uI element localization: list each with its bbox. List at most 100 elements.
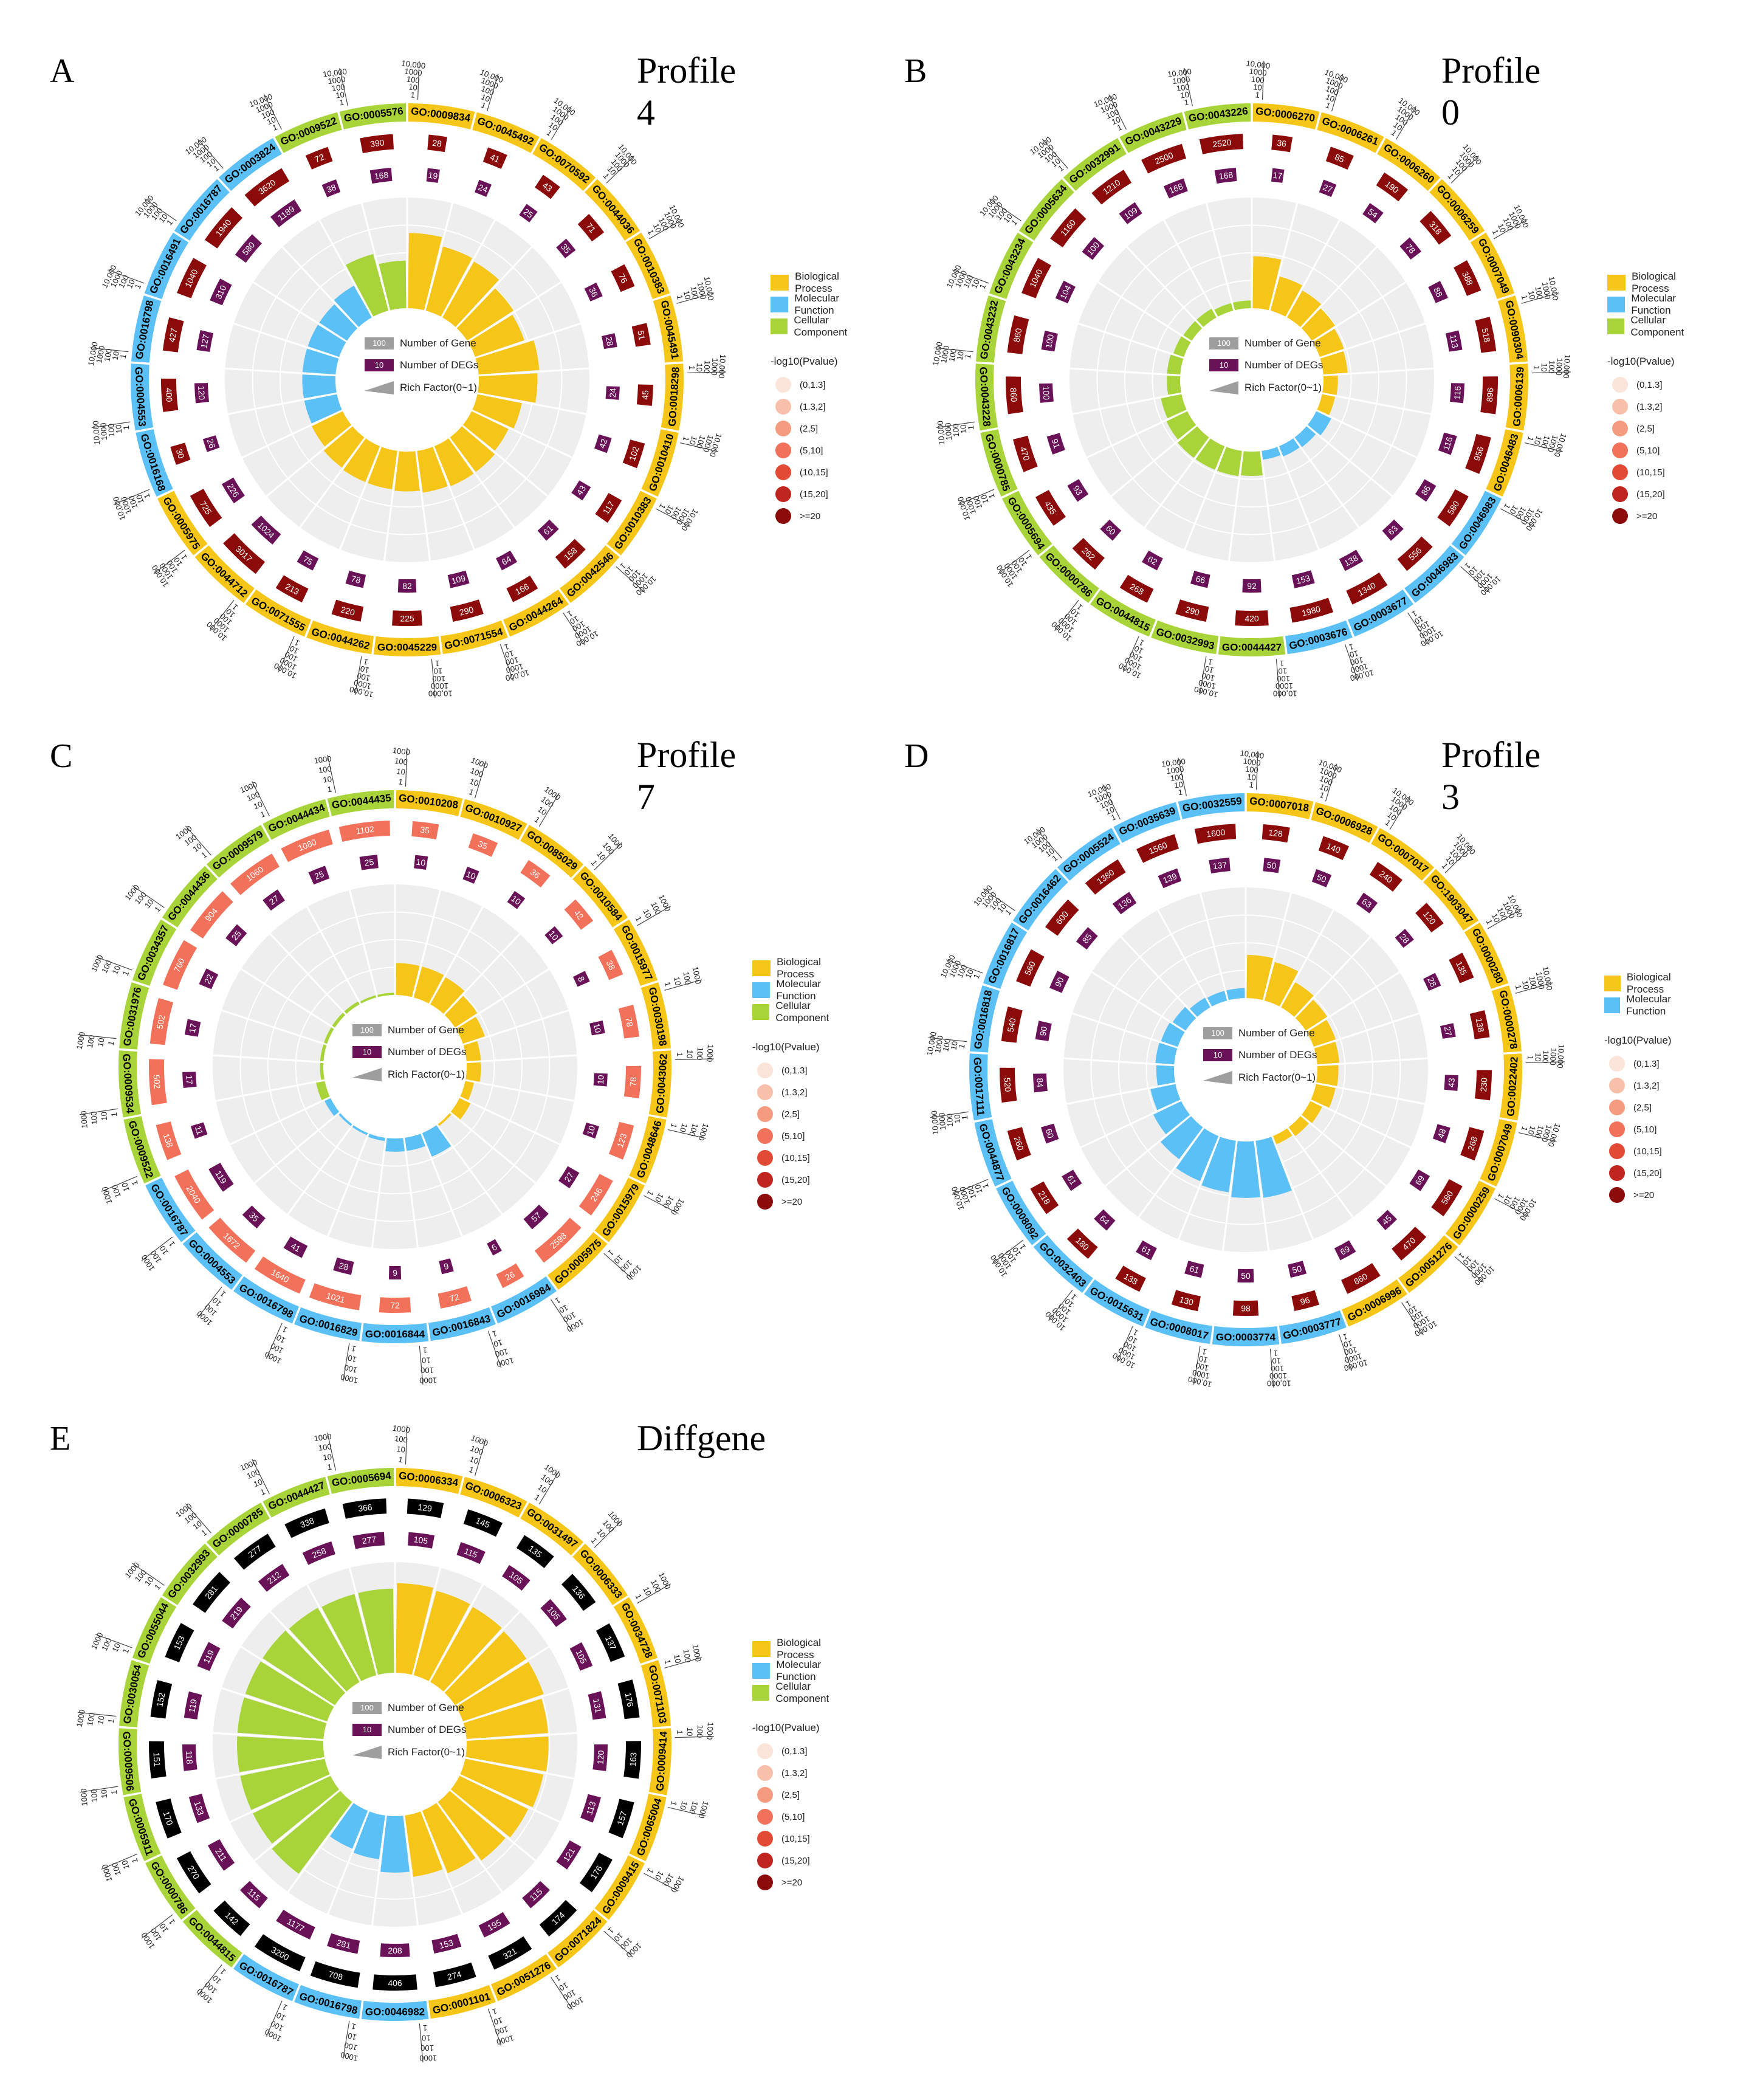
gene-count-bar xyxy=(427,134,447,153)
rich-factor-bar xyxy=(1167,375,1181,395)
tick-label: 10,000 xyxy=(930,1110,940,1135)
deg-count-bar xyxy=(1067,479,1089,502)
gene-count-label: 520 xyxy=(1003,1077,1013,1092)
legend-label: Biological Process xyxy=(777,1637,821,1661)
tick-label: 1 xyxy=(129,1179,140,1186)
tick-label: 1 xyxy=(122,425,131,430)
tick-axis xyxy=(1035,828,1062,859)
grid-spoke xyxy=(1063,1057,1175,1067)
tick-label: 10,000 xyxy=(936,421,946,446)
deg-count-label: 38 xyxy=(325,182,338,195)
deg-count-label: 75 xyxy=(301,554,315,567)
tick-label: 1000 xyxy=(94,345,106,363)
gene-count-bar xyxy=(1136,834,1179,863)
rich-factor-bar xyxy=(463,1041,481,1062)
rich-legend-label: Rich Factor(0~1) xyxy=(400,382,477,393)
grid-spoke xyxy=(1313,1012,1420,1048)
tick-label: 100 xyxy=(89,1789,99,1803)
deg-count-label: 90 xyxy=(1053,976,1066,988)
tick-label: 100 xyxy=(1105,107,1121,120)
go-term-label: GO:0046982 xyxy=(365,2006,425,2018)
gene-legend-swatch xyxy=(365,337,394,349)
go-category-band xyxy=(460,799,527,840)
rich-factor-bar xyxy=(430,977,465,1014)
gene-count-bar xyxy=(177,258,207,298)
go-category-band xyxy=(131,363,154,431)
pvalue-dot xyxy=(775,442,791,458)
tick-axis xyxy=(79,1786,118,1793)
rich-factor-bar xyxy=(345,253,389,317)
panel-letter: A xyxy=(50,52,75,90)
legend-category-mf: Molecular Function xyxy=(752,978,837,1002)
tick-label: 1 xyxy=(675,1052,684,1057)
tick-label: 10 xyxy=(678,1122,690,1133)
gene-count-label: 72 xyxy=(313,152,326,165)
tick-axis xyxy=(417,61,420,100)
deg-count-bar xyxy=(589,1021,605,1036)
tick-label: 1 xyxy=(281,1324,289,1335)
tick-axis xyxy=(91,421,131,429)
pvalue-legend-row: (1.3,2] xyxy=(752,1081,837,1103)
tick-label: 10 xyxy=(1110,115,1122,126)
deg-count-bar xyxy=(283,1236,308,1258)
gene-count-label: 260 xyxy=(1012,1135,1026,1152)
tick-axis xyxy=(992,1239,1024,1264)
tick-label: 1 xyxy=(554,1974,562,1984)
tick-label: 1 xyxy=(218,1289,228,1299)
pvalue-legend-row: (10,15] xyxy=(1607,461,1692,483)
tick-label: 1 xyxy=(687,365,696,370)
tick-axis xyxy=(664,979,702,991)
tick-axis xyxy=(1521,292,1559,304)
tick-label: 1 xyxy=(109,1790,118,1795)
rich-legend-swatch xyxy=(1203,1071,1232,1084)
tick-label: 10 xyxy=(347,1353,358,1364)
gene-count-bar xyxy=(1007,315,1029,354)
panel-letter: C xyxy=(50,737,73,775)
pvalue-legend-row: (1.3,2] xyxy=(752,1762,837,1784)
rich-factor-bar xyxy=(408,233,442,311)
gene-count-bar xyxy=(156,1121,182,1160)
deg-count-bar xyxy=(208,1162,234,1192)
pvalue-legend-row: (15,20] xyxy=(752,1850,837,1871)
tick-axis xyxy=(1122,636,1139,672)
go-category-band xyxy=(1491,985,1522,1053)
circular-chart: GO:00063341101001000129105GO:00063231101… xyxy=(75,1424,715,2064)
deg-count-label: 109 xyxy=(450,573,467,586)
tick-label: 1 xyxy=(589,858,599,867)
deg-count-bar xyxy=(544,926,563,945)
tick-label: 10 xyxy=(323,1452,332,1462)
legend-swatch xyxy=(771,297,789,312)
tick-label: 10 xyxy=(672,1654,682,1664)
tick-axis xyxy=(1255,751,1258,790)
tick-label: 1000 xyxy=(79,1110,89,1129)
rich-factor-bar xyxy=(272,1791,352,1874)
tick-axis xyxy=(500,644,514,681)
rich-factor-bar xyxy=(1189,997,1210,1017)
rich-factor-bar xyxy=(385,1138,405,1152)
pvalue-dot xyxy=(775,464,791,480)
go-category-band xyxy=(123,1794,161,1862)
deg-legend-label: Number of DEGs xyxy=(1244,359,1323,371)
grid-spoke xyxy=(455,968,550,1030)
gene-count-bar xyxy=(190,891,233,939)
tick-axis xyxy=(644,1873,679,1892)
deg-count-label: 127 xyxy=(199,333,211,349)
deg-count-label: 28 xyxy=(604,336,616,347)
tick-label: 1000 xyxy=(392,746,411,757)
pvalue-legend-row: >=20 xyxy=(752,1871,837,1893)
go-category-band xyxy=(532,138,596,191)
tick-label: 10 xyxy=(157,1922,170,1934)
rich-factor-bar xyxy=(396,963,420,997)
tick-label: 10 xyxy=(335,90,345,100)
deg-count-bar xyxy=(276,1909,315,1940)
grid-spoke xyxy=(415,450,431,561)
gene-count-bar xyxy=(506,575,538,602)
tick-label: 10,000 xyxy=(931,341,944,367)
tick-axis xyxy=(405,1425,408,1465)
grid-spoke xyxy=(1184,446,1226,550)
tick-axis xyxy=(1494,219,1528,239)
go-category-band xyxy=(641,429,679,497)
rich-factor-bar xyxy=(307,325,346,357)
tick-axis xyxy=(1525,442,1563,452)
rich-factor-bar xyxy=(1161,1116,1203,1160)
